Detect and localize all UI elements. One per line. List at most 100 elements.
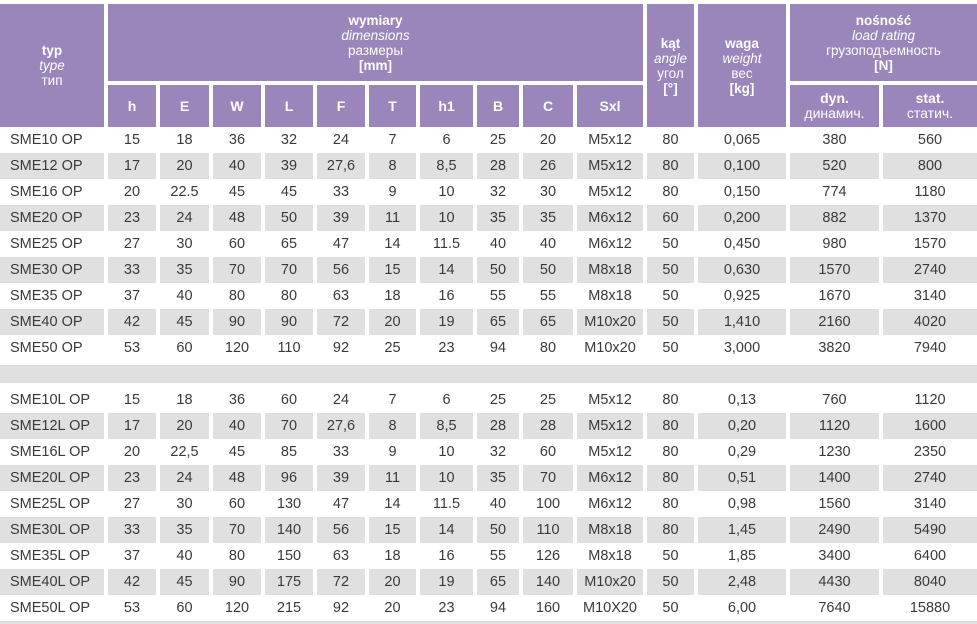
value-cell: 23 bbox=[420, 335, 477, 361]
value-cell: 63 bbox=[317, 543, 369, 569]
value-cell: 8,5 bbox=[420, 413, 477, 439]
col-header-B: B bbox=[477, 85, 523, 127]
value-cell: 90 bbox=[213, 309, 265, 335]
header-label: dimensions bbox=[341, 27, 410, 43]
header-label: тип bbox=[41, 73, 63, 88]
value-cell: 20 bbox=[160, 413, 213, 439]
value-cell: 60 bbox=[647, 205, 698, 231]
value-cell: 7940 bbox=[913, 340, 947, 356]
value-cell: 560 bbox=[917, 132, 943, 148]
value-cell: 60 bbox=[523, 439, 577, 465]
value-cell: M10x20 bbox=[577, 309, 647, 335]
value-cell: 50 bbox=[647, 231, 698, 257]
value-cell: 37 bbox=[108, 283, 160, 309]
type-cell: SME30 OP bbox=[0, 257, 108, 283]
value-cell: 92 bbox=[317, 335, 369, 361]
table-row: SME30 OP 33 35 70 70 56 15 14 50 50 M8x18 50 0,630 15… bbox=[0, 257, 977, 283]
value-cell: M8x18 bbox=[577, 283, 647, 309]
value-cell: 380 bbox=[790, 127, 883, 153]
value-cell: 48 bbox=[213, 205, 265, 231]
value-cell: 5490 bbox=[883, 517, 977, 543]
value-cell: 27,6 bbox=[317, 153, 369, 179]
value-cell: 50 bbox=[647, 283, 698, 309]
value-cell: 1120 bbox=[914, 392, 946, 408]
value-cell: M5x12 bbox=[577, 387, 647, 413]
value-cell: 26 bbox=[523, 153, 577, 179]
value-cell: 0,630 bbox=[698, 257, 790, 283]
type-cell: SME25L OP bbox=[0, 491, 108, 517]
type-cell: SME40 OP bbox=[0, 309, 108, 335]
value-cell: 9 bbox=[369, 179, 420, 205]
type-cell: SME20L OP bbox=[0, 465, 108, 491]
value-cell: 800 bbox=[883, 153, 977, 179]
value-cell: 60 bbox=[213, 491, 265, 517]
value-cell: 20 bbox=[108, 439, 160, 465]
value-cell: 33 bbox=[108, 517, 160, 543]
value-cell: 92 bbox=[317, 595, 369, 621]
value-cell: 17 bbox=[108, 413, 160, 439]
value-cell: 100 bbox=[523, 491, 577, 517]
col-header-E: E bbox=[160, 85, 213, 127]
value-cell: 40 bbox=[523, 231, 577, 257]
value-cell: 3820 bbox=[790, 335, 883, 361]
table-body: SME10 OP 15 18 36 32 24 7 6 25 20 M5x12 80 0,065 380 5… bbox=[0, 127, 977, 621]
value-cell: 30 bbox=[160, 491, 213, 517]
table-row: SME40 OP 42 45 90 90 72 20 19 65 65 M10x20 50 1,410 2… bbox=[0, 309, 977, 335]
header-label: грузоподъемность bbox=[826, 42, 941, 58]
value-cell: 18 bbox=[160, 387, 213, 413]
value-cell: 70 bbox=[213, 257, 265, 283]
value-cell: 10 bbox=[420, 205, 477, 231]
type-cell: SME35L OP bbox=[0, 543, 108, 569]
col-header-Sxl: Sxl bbox=[577, 85, 647, 127]
value-cell: 25 bbox=[477, 387, 523, 413]
value-cell: 0,200 bbox=[698, 205, 790, 231]
bottom-strip bbox=[0, 621, 977, 624]
value-cell: 65 bbox=[265, 231, 317, 257]
col-header-dynamic: dyn. динамич. bbox=[790, 85, 883, 127]
value-cell: 40 bbox=[213, 153, 265, 179]
value-cell: 0,13 bbox=[698, 387, 790, 413]
value-cell: 65 bbox=[477, 309, 523, 335]
value-cell: M6x12 bbox=[577, 465, 647, 491]
value-cell: 14 bbox=[369, 231, 420, 257]
value-cell: 45 bbox=[160, 309, 213, 335]
header-label: wymiary bbox=[348, 12, 403, 28]
value-cell: 50 bbox=[523, 257, 577, 283]
value-cell: 140 bbox=[523, 569, 577, 595]
value-cell: 9 bbox=[369, 439, 420, 465]
value-cell: 520 bbox=[790, 153, 883, 179]
value-cell: 27 bbox=[108, 231, 160, 257]
value-cell: M10X20 bbox=[577, 595, 647, 621]
value-cell: 150 bbox=[265, 543, 317, 569]
header-label: [kg] bbox=[729, 80, 755, 96]
value-cell: 36 bbox=[213, 127, 265, 153]
value-cell: M5x12 bbox=[577, 127, 647, 153]
value-cell: 90 bbox=[265, 309, 317, 335]
header-label: weight bbox=[722, 50, 762, 66]
value-cell: 3400 bbox=[790, 543, 883, 569]
type-cell: SME30L OP bbox=[0, 517, 108, 543]
type-cell: SME10L OP bbox=[0, 387, 108, 413]
value-cell: 140 bbox=[265, 517, 317, 543]
value-cell: 45 bbox=[265, 179, 317, 205]
value-cell: 20 bbox=[369, 569, 420, 595]
value-cell: 80 bbox=[265, 283, 317, 309]
header-label: kąt bbox=[660, 35, 681, 51]
header-label: статич. bbox=[906, 105, 954, 121]
value-cell: 10 bbox=[420, 465, 477, 491]
value-cell: 24 bbox=[160, 465, 213, 491]
table-row: SME12 OP 17 20 40 39 27,6 8 8,5 28 26 M5x12 80 0,100… bbox=[0, 153, 977, 179]
value-cell: 15 bbox=[108, 387, 160, 413]
value-cell: 23 bbox=[108, 465, 160, 491]
value-cell: 760 bbox=[790, 387, 883, 413]
value-cell: 6 bbox=[420, 387, 477, 413]
value-cell: 18 bbox=[369, 283, 420, 309]
value-cell: 48 bbox=[213, 465, 265, 491]
type-cell: SME10 OP bbox=[0, 127, 108, 153]
value-cell: 40 bbox=[160, 283, 213, 309]
value-cell: 35 bbox=[160, 257, 213, 283]
col-header-type: typ type тип bbox=[0, 4, 108, 127]
table-row: SME50L OP 53 60 120 215 92 20 23 94 160 M10X20 50 6,… bbox=[0, 595, 977, 621]
value-cell: 39 bbox=[265, 153, 317, 179]
value-cell: 35 bbox=[160, 517, 213, 543]
